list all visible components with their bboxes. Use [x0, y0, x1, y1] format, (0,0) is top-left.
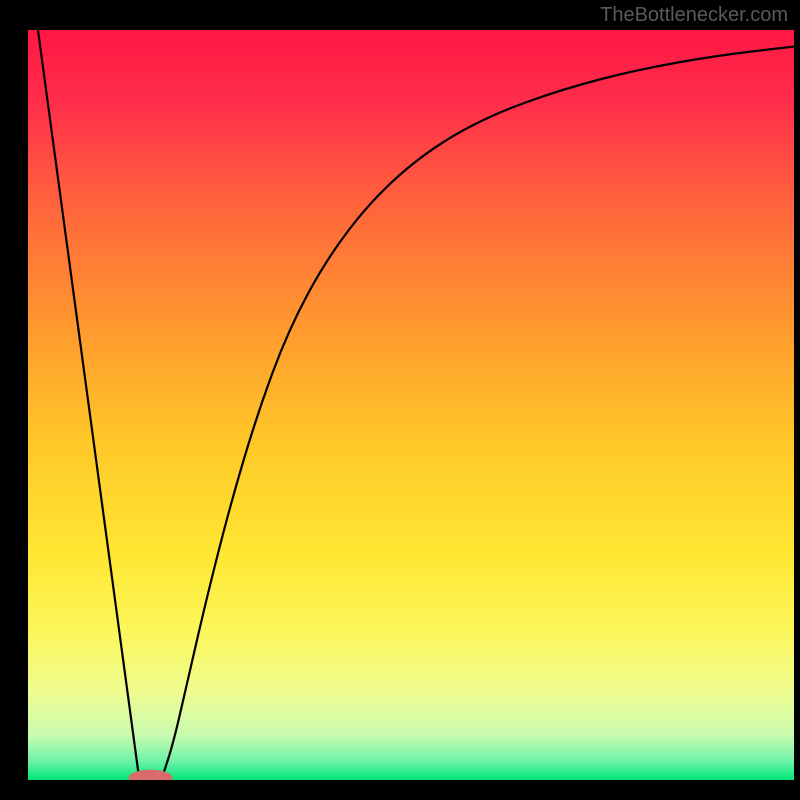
chart-background: [28, 30, 794, 780]
chart-svg: [28, 30, 794, 780]
chart-plot-area: [28, 30, 794, 780]
watermark-text: TheBottlenecker.com: [600, 4, 788, 27]
